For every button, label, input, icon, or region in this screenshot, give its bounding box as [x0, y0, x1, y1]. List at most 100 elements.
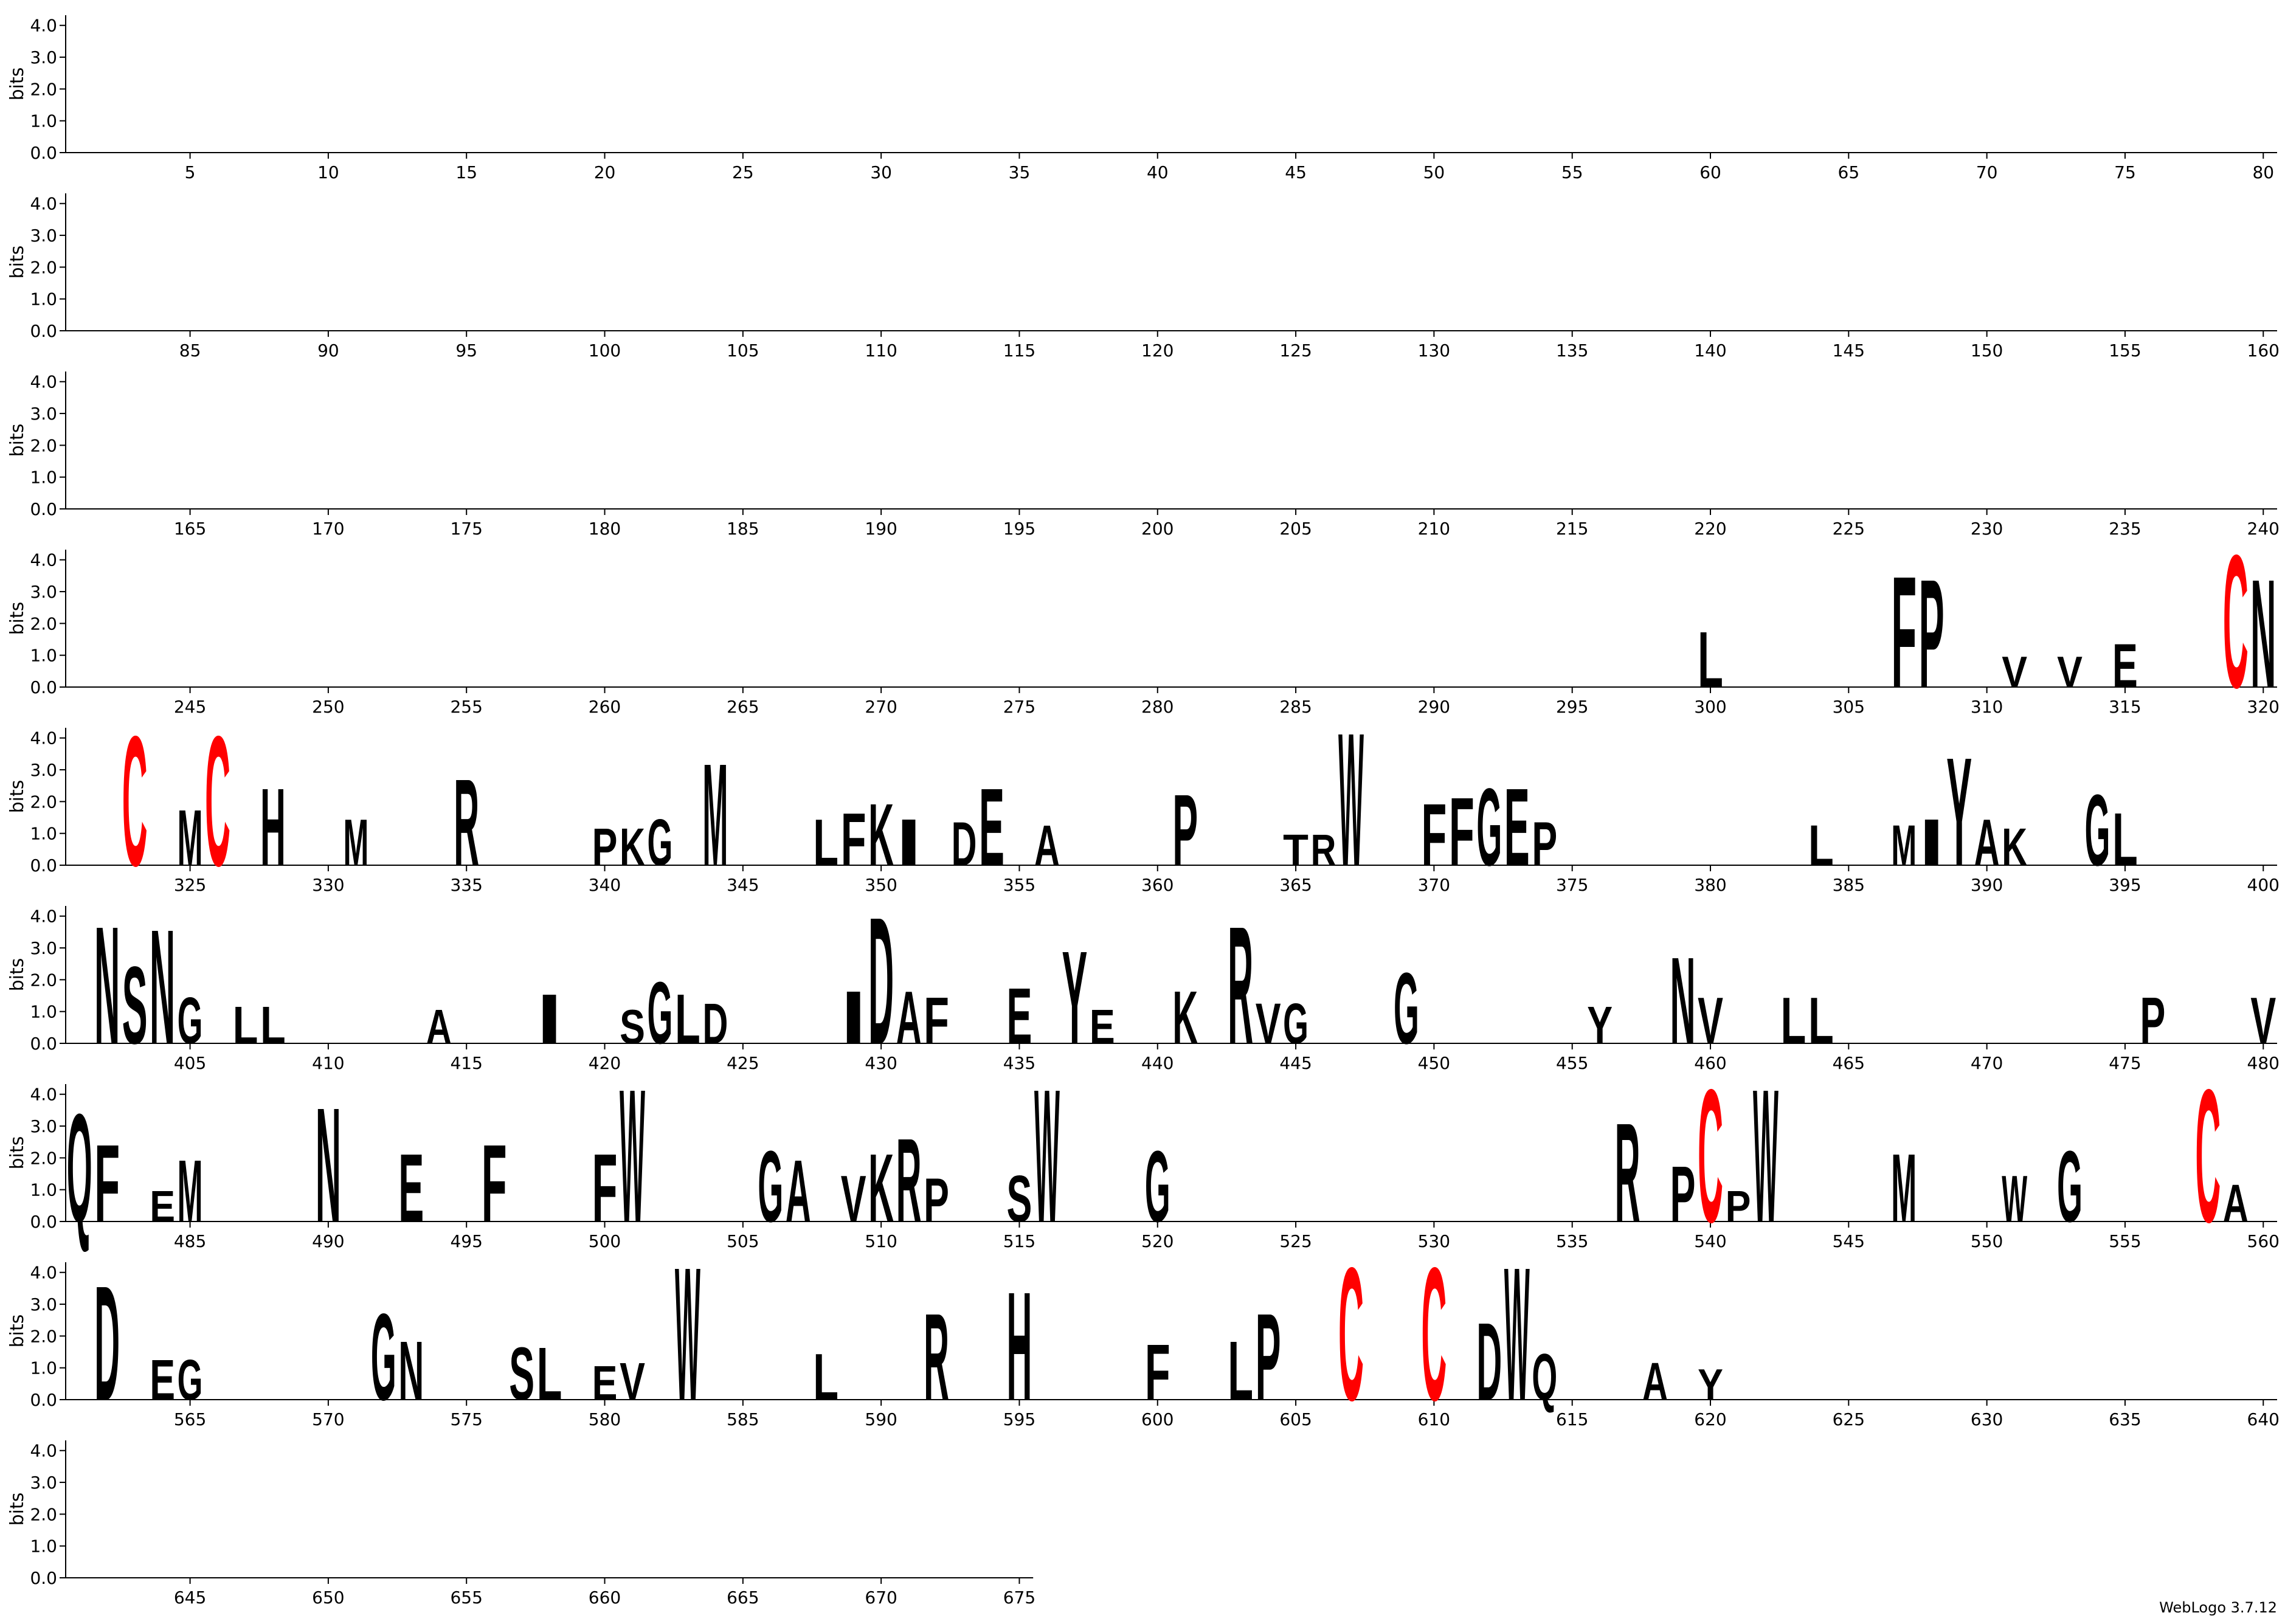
- x-tick-label: 460: [1694, 1053, 1726, 1073]
- y-tick-label: 3.0: [30, 1116, 57, 1136]
- y-tick-label: 1.0: [30, 1002, 57, 1022]
- logo-letter: L: [2112, 797, 2138, 881]
- y-tick-label: 0.0: [30, 321, 57, 341]
- x-tick-label: 475: [2109, 1053, 2141, 1073]
- x-tick-label: 90: [317, 340, 339, 361]
- x-tick-label: 345: [727, 875, 759, 895]
- logo-letter: A: [426, 1000, 452, 1054]
- logo-letter: M: [178, 793, 203, 882]
- y-axis-label: bits: [7, 1493, 28, 1526]
- logo-letter: P: [2140, 984, 2166, 1058]
- x-tick-label: 260: [589, 697, 621, 717]
- y-tick-label: 0.0: [30, 143, 57, 163]
- logo-letter: M: [178, 1142, 203, 1241]
- y-tick-label: 0.0: [30, 677, 57, 697]
- logo-letter: W: [1753, 1050, 1779, 1262]
- x-tick-label: 315: [2109, 697, 2141, 717]
- x-tick-label: 645: [174, 1588, 206, 1608]
- x-tick-label: 660: [589, 1588, 621, 1608]
- y-axis-label: bits: [7, 67, 28, 101]
- x-tick-label: 365: [1279, 875, 1312, 895]
- x-tick-label: 140: [1694, 340, 1726, 361]
- logo-letter: N: [150, 895, 175, 1078]
- y-tick-label: 4.0: [30, 1263, 57, 1283]
- y-tick-label: 2.0: [30, 970, 57, 990]
- panel: bits 0.0 1.0 2.0 3.0 4.0 645 650 655 660 665 670 675: [7, 1440, 1035, 1608]
- y-tick-label: 0.0: [30, 499, 57, 519]
- x-tick-label: 135: [1556, 340, 1588, 361]
- logo-letter: N: [316, 1073, 341, 1256]
- logo-letter: S: [1007, 1162, 1032, 1236]
- logo-letter: D: [952, 810, 977, 879]
- y-tick-label: 2.0: [30, 435, 57, 455]
- y-tick-label: 4.0: [30, 194, 57, 214]
- logo-letter: I: [896, 806, 922, 880]
- x-tick-label: 35: [1009, 162, 1031, 182]
- logo-letter: F: [1145, 1328, 1170, 1417]
- logo-letter: Y: [1946, 725, 1972, 898]
- logo-letter: C: [2195, 1050, 2221, 1262]
- x-tick-label: 100: [589, 340, 621, 361]
- x-tick-label: 565: [174, 1409, 206, 1429]
- logo-letter: F: [1449, 778, 1474, 886]
- x-tick-label: 285: [1279, 697, 1312, 717]
- logo-letter: F: [94, 1122, 120, 1245]
- x-tick-label: 240: [2247, 519, 2280, 539]
- x-tick-label: 410: [312, 1053, 344, 1073]
- x-tick-label: 455: [1556, 1053, 1588, 1073]
- logo-letter: R: [896, 1113, 922, 1246]
- x-tick-label: 380: [1694, 875, 1726, 895]
- x-tick-label: 450: [1418, 1053, 1450, 1073]
- x-tick-label: 390: [1971, 875, 2003, 895]
- logo-letter: I: [841, 975, 866, 1059]
- logo-letter: C: [122, 698, 148, 905]
- y-tick-label: 4.0: [30, 907, 57, 927]
- x-tick-label: 405: [174, 1053, 206, 1073]
- y-tick-label: 1.0: [30, 824, 57, 844]
- logo-letter: Q: [1532, 1340, 1557, 1414]
- x-tick-label: 255: [450, 697, 482, 717]
- y-tick-label: 2.0: [30, 792, 57, 812]
- x-tick-label: 395: [2109, 875, 2141, 895]
- logo-letter: V: [2057, 647, 2083, 696]
- logo-letter: P: [1532, 810, 1557, 879]
- x-tick-label: 280: [1141, 697, 1174, 717]
- logo-letter: W: [675, 1228, 700, 1440]
- logo-letter: V: [1698, 984, 1723, 1058]
- logo-letter: H: [1007, 1260, 1032, 1432]
- x-tick-label: 445: [1279, 1053, 1312, 1073]
- x-tick-label: 430: [865, 1053, 897, 1073]
- logo-letter: P: [1670, 1150, 1696, 1239]
- logo-letter: E: [592, 1356, 618, 1410]
- x-tick-label: 40: [1147, 162, 1169, 182]
- x-tick-label: 15: [455, 162, 477, 182]
- logo-letter: M: [343, 806, 368, 880]
- y-tick-label: 0.0: [30, 1034, 57, 1054]
- y-tick-label: 0.0: [30, 855, 57, 876]
- logo-letter: P: [592, 817, 618, 877]
- x-tick-label: 95: [455, 340, 477, 361]
- x-tick-label: 360: [1141, 875, 1174, 895]
- logo-letter: A: [1034, 814, 1060, 878]
- x-tick-label: 50: [1423, 162, 1445, 182]
- logo-letter: E: [1007, 972, 1032, 1060]
- logo-letter: G: [758, 1130, 783, 1244]
- logo-letter: R: [924, 1288, 949, 1426]
- x-tick-label: 435: [1003, 1053, 1035, 1073]
- y-tick-label: 4.0: [30, 372, 57, 392]
- x-tick-label: 575: [450, 1409, 482, 1429]
- logo-letter: A: [786, 1142, 811, 1241]
- x-tick-label: 250: [312, 697, 344, 717]
- x-tick-label: 25: [732, 162, 754, 182]
- logo-letter: E: [150, 1348, 175, 1412]
- x-tick-label: 540: [1694, 1231, 1726, 1251]
- logo-letter: F: [592, 1134, 618, 1243]
- logo-letter: L: [537, 1332, 562, 1415]
- logo-letter: W: [620, 1050, 645, 1262]
- logo-letter: L: [1808, 984, 1834, 1058]
- y-axis-label: bits: [7, 1136, 28, 1170]
- y-tick-label: 4.0: [30, 16, 57, 36]
- logo-letter: E: [398, 1134, 424, 1243]
- x-tick-label: 55: [1561, 162, 1583, 182]
- x-tick-label: 655: [450, 1588, 482, 1608]
